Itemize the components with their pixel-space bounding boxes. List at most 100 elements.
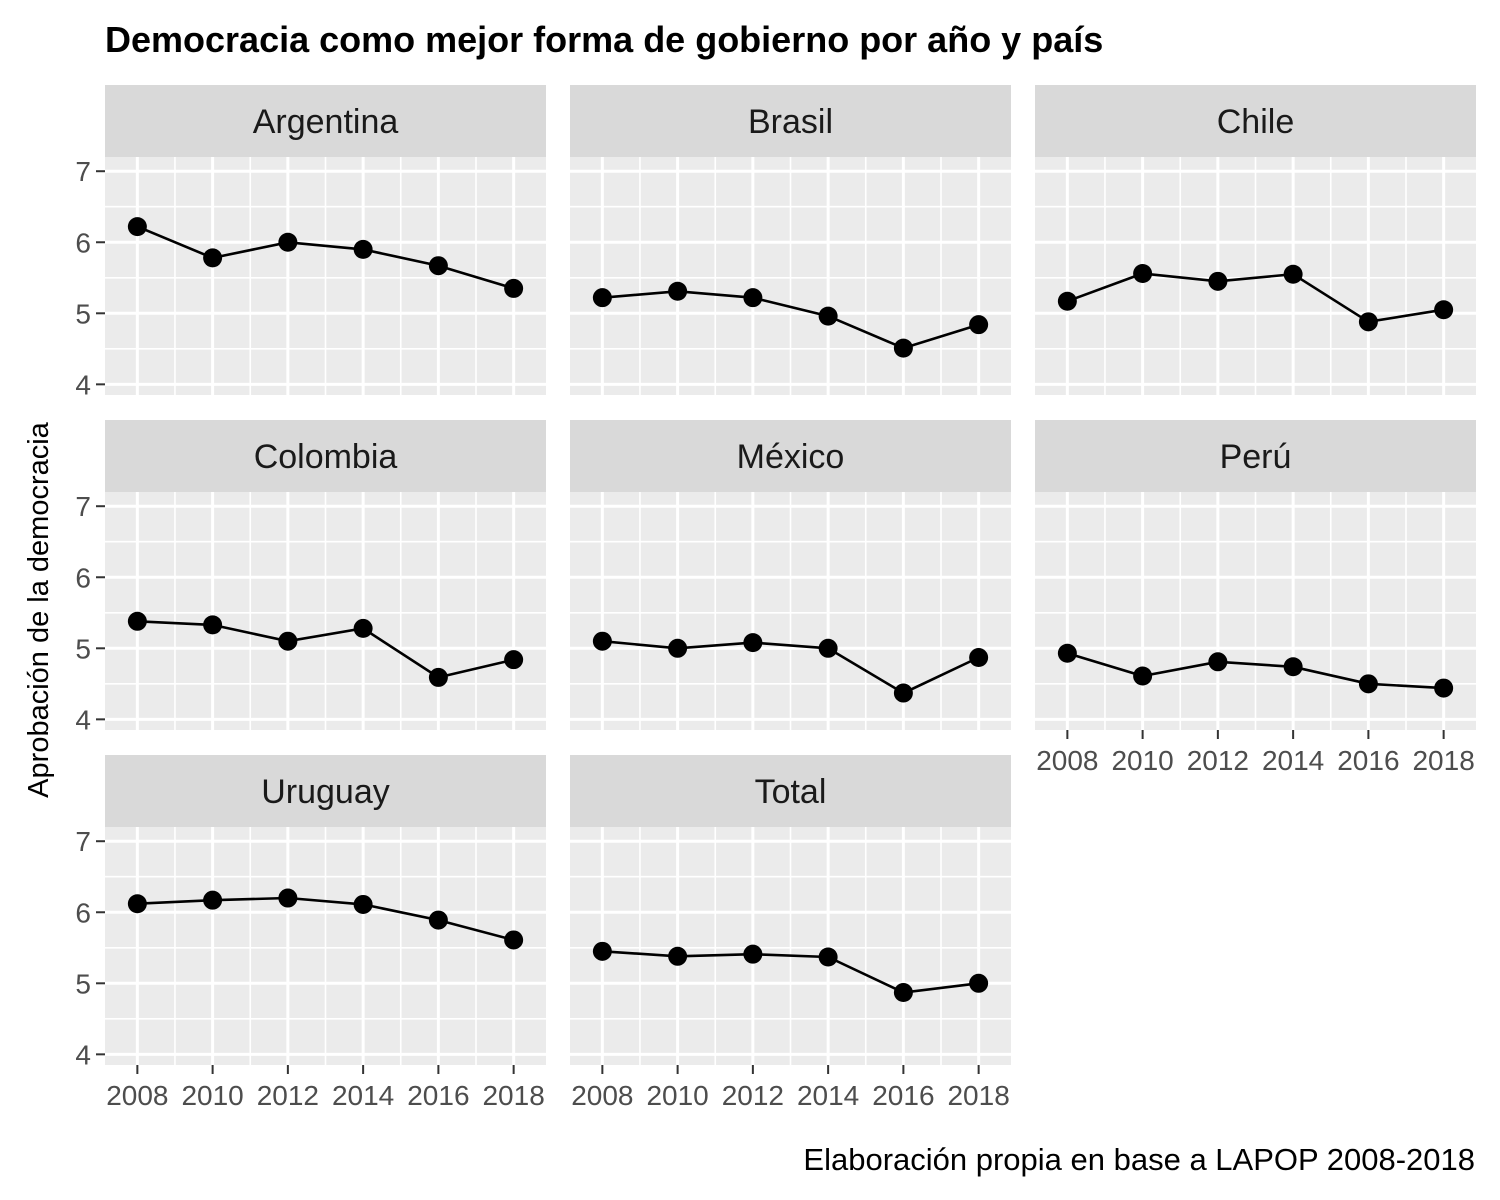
data-point-colombia-2018 (504, 650, 524, 670)
data-point-peru-2016 (1358, 674, 1378, 694)
x-tick-label: 2018 (947, 1080, 1009, 1111)
y-tick-label: 7 (75, 826, 91, 857)
facet-panel-chile: Chile (1035, 85, 1476, 395)
data-point-peru-2018 (1434, 678, 1454, 698)
data-point-mexico-2018 (969, 648, 989, 668)
data-point-brasil-2016 (893, 338, 913, 358)
x-tick-label: 2008 (1036, 745, 1098, 776)
data-point-total-2014 (818, 947, 838, 967)
y-tick-label: 5 (75, 298, 91, 329)
chart-title: Democracia como mejor forma de gobierno … (105, 19, 1103, 60)
data-point-total-2012 (743, 944, 763, 964)
data-point-uruguay-2008 (127, 894, 147, 914)
x-tick-label: 2014 (797, 1080, 859, 1111)
facet-panel-peru: Perú 2008 2010 2012 2014 2016 2018 (1035, 420, 1476, 776)
x-tick-label: 2012 (722, 1080, 784, 1111)
y-tick-label: 6 (75, 897, 91, 928)
data-point-brasil-2010 (668, 281, 688, 301)
data-point-chile-2008 (1057, 291, 1077, 311)
data-point-mexico-2010 (668, 638, 688, 658)
data-point-argentina-2016 (428, 256, 448, 276)
data-point-colombia-2010 (203, 615, 223, 635)
facet-panel-brasil: Brasil (570, 85, 1011, 395)
y-tick-label: 7 (75, 491, 91, 522)
data-point-brasil-2012 (743, 288, 763, 308)
y-tick-label: 5 (75, 968, 91, 999)
data-point-total-2016 (893, 983, 913, 1003)
data-point-peru-2008 (1057, 643, 1077, 663)
x-tick-label: 2008 (106, 1080, 168, 1111)
data-point-argentina-2008 (127, 217, 147, 237)
x-tick-label: 2010 (181, 1080, 243, 1111)
data-point-mexico-2016 (893, 683, 913, 703)
x-tick-label: 2016 (1337, 745, 1399, 776)
series-line-total (602, 950, 979, 994)
data-point-uruguay-2012 (278, 888, 298, 908)
facet-panel-argentina: Argentina 4 5 6 7 (75, 85, 546, 400)
facet-strip-peru (1035, 420, 1476, 492)
data-point-uruguay-2010 (203, 890, 223, 910)
data-point-argentina-2010 (203, 248, 223, 268)
x-tick-label: 2012 (257, 1080, 319, 1111)
y-tick-label: 4 (75, 1039, 91, 1070)
data-point-chile-2014 (1283, 264, 1303, 284)
y-tick-label: 4 (75, 704, 91, 735)
facet-strip-chile (1035, 85, 1476, 157)
series-line-mexico (602, 639, 980, 695)
data-point-colombia-2012 (278, 631, 298, 651)
facet-panel-mexico: México (570, 420, 1011, 730)
facet-strip-argentina (105, 85, 546, 157)
facet-strip-total (570, 755, 1011, 827)
facet-panel-uruguay: Uruguay 4 5 6 7 2008 2010 2012 2014 2016 2018 (75, 755, 546, 1111)
x-tick-label: 2008 (571, 1080, 633, 1111)
data-point-peru-2012 (1208, 652, 1228, 672)
facets-layer: Argentina 4 5 6 7 Brasil Chile Colombia 4 5 6 7 Méxi… (75, 85, 1476, 1111)
data-point-total-2008 (592, 941, 612, 961)
series-line-colombia (137, 620, 514, 679)
data-point-mexico-2012 (743, 633, 763, 653)
data-point-brasil-2018 (969, 315, 989, 335)
facet-panel-total: Total 2008 2010 2012 2014 2016 2018 (570, 755, 1011, 1111)
x-tick-label: 2018 (482, 1080, 544, 1111)
data-point-chile-2016 (1358, 312, 1378, 332)
x-tick-label: 2018 (1412, 745, 1474, 776)
data-point-colombia-2016 (428, 667, 448, 687)
data-point-peru-2014 (1283, 657, 1303, 677)
series-line-chile (1066, 272, 1444, 324)
data-point-total-2010 (668, 946, 688, 966)
data-point-brasil-2008 (592, 288, 612, 308)
data-point-mexico-2008 (592, 631, 612, 651)
facet-strip-label-chile: Chile (1217, 103, 1294, 141)
data-point-total-2018 (969, 973, 989, 993)
facet-strip-brasil (570, 85, 1011, 157)
facet-strip-label-brasil: Brasil (748, 103, 833, 141)
facet-strip-uruguay (105, 755, 546, 827)
x-tick-label: 2012 (1187, 745, 1249, 776)
facet-strip-mexico (570, 420, 1011, 492)
chart-caption: Elaboración propia en base a LAPOP 2008-… (803, 1142, 1475, 1177)
data-point-colombia-2014 (353, 618, 373, 638)
y-tick-label: 6 (75, 227, 91, 258)
x-tick-label: 2010 (646, 1080, 708, 1111)
data-point-uruguay-2014 (353, 894, 373, 914)
data-point-mexico-2014 (818, 638, 838, 658)
data-point-argentina-2012 (278, 232, 298, 252)
x-tick-label: 2014 (332, 1080, 394, 1111)
data-point-argentina-2018 (504, 278, 524, 298)
x-tick-label: 2016 (872, 1080, 934, 1111)
facet-strip-label-uruguay: Uruguay (261, 773, 390, 811)
data-point-peru-2010 (1133, 666, 1153, 686)
series-line-brasil (602, 289, 979, 350)
y-tick-label: 5 (75, 633, 91, 664)
y-tick-label: 4 (75, 369, 91, 400)
facet-strip-label-argentina: Argentina (253, 103, 399, 141)
data-point-colombia-2008 (127, 611, 147, 631)
series-line-uruguay (137, 896, 514, 942)
data-point-chile-2010 (1133, 264, 1153, 284)
y-tick-label: 6 (75, 562, 91, 593)
x-tick-label: 2010 (1111, 745, 1173, 776)
data-point-uruguay-2016 (428, 910, 448, 930)
x-tick-label: 2016 (407, 1080, 469, 1111)
